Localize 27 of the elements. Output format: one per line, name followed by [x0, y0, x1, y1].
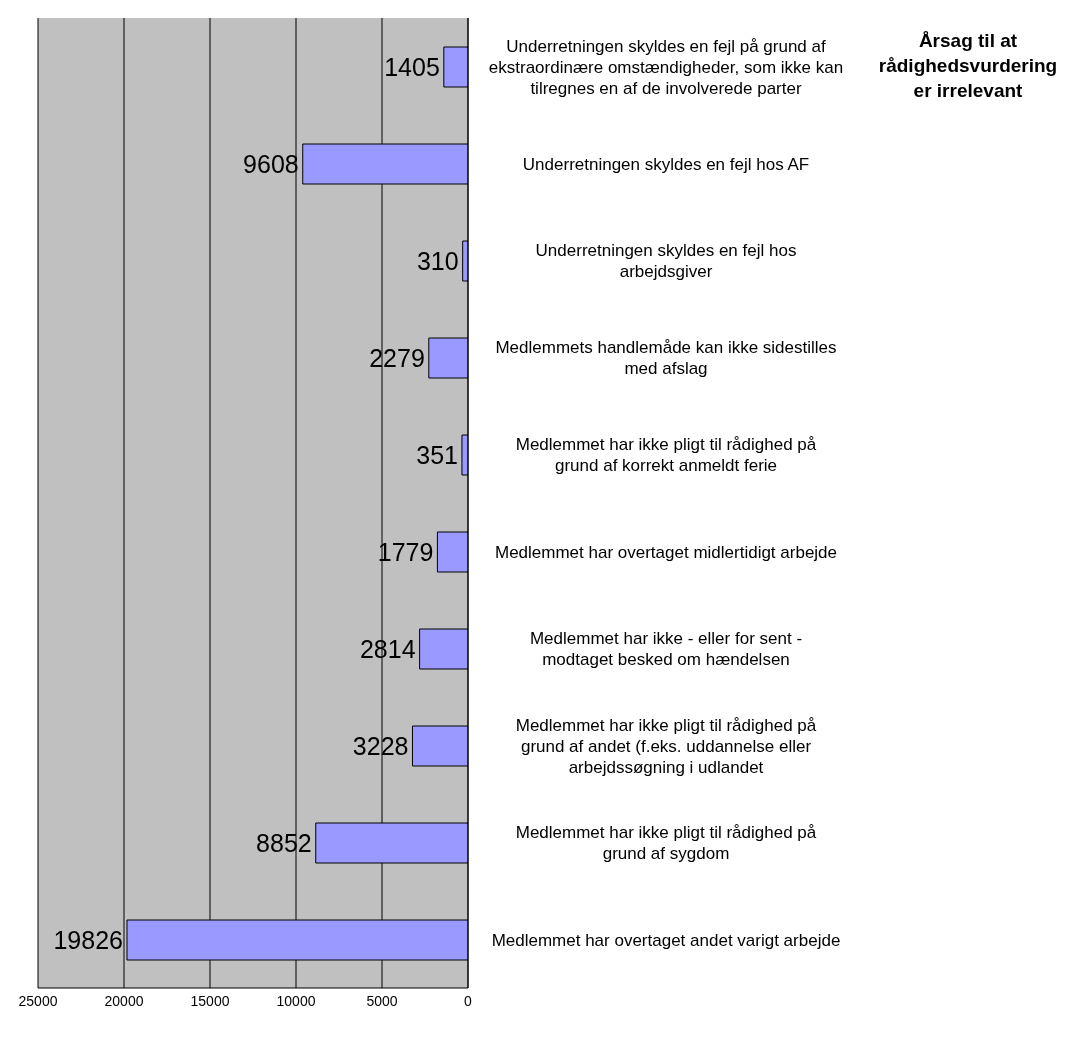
data-label: 2814: [359, 635, 416, 663]
data-label: 9608: [243, 150, 299, 178]
data-label: 3228: [352, 732, 409, 760]
y-tick-label: Medlemmet har ikke pligt til rådighed på grund af korrekt anmeldt ferie: [515, 434, 817, 475]
x-tick-label: 20000: [104, 992, 144, 1009]
text: Årsag til at rådighedsvurdering er irrelevant: [877, 29, 1059, 103]
y-tick-label: Medlemmet har ikke - eller for sent - modtaget besked om hændelsen: [529, 628, 803, 669]
y-tick-label: Medlemmet har overtaget andet varigt arbejde: [491, 930, 841, 949]
data-label: 8852: [256, 829, 312, 857]
data-label: 1405: [384, 53, 440, 81]
x-tick-label: 0: [464, 992, 473, 1009]
x-tick-label: 15000: [190, 992, 230, 1009]
data-label: 351: [416, 441, 458, 469]
x-tick-label: 5000: [366, 992, 398, 1009]
x-tick-label: 10000: [276, 992, 316, 1009]
data-label: 19826: [53, 926, 123, 954]
data-label: 1779: [377, 538, 434, 566]
y-tick-label: Underretningen skyldes en fejl på grund af ekstraordinære omstændigheder, som ikke kan tilregnes en af de involverede parter: [488, 36, 844, 97]
y-tick-label: Medlemmet har overtaget midlertidigt arbejde: [494, 542, 838, 561]
y-tick-label: Underretningen skyldes en fejl hos AF: [522, 154, 810, 173]
y-tick-label: Medlemmet har ikke pligt til rådighed på grund af andet (f.eks. uddannelse eller arbejdssøgning i udlandet: [515, 715, 817, 776]
y-tick-label: Medlemmet har ikke pligt til rådighed på grund af sygdom: [515, 822, 817, 863]
y-tick-label: Underretningen skyldes en fejl hos arbejdsgiver: [535, 240, 797, 281]
x-tick-label: 25000: [18, 992, 58, 1009]
y-tick-label: Medlemmets handlemåde kan ikke sidestilles med afslag: [495, 337, 837, 378]
data-label: 310: [416, 247, 459, 275]
data-label: 2279: [369, 344, 425, 372]
